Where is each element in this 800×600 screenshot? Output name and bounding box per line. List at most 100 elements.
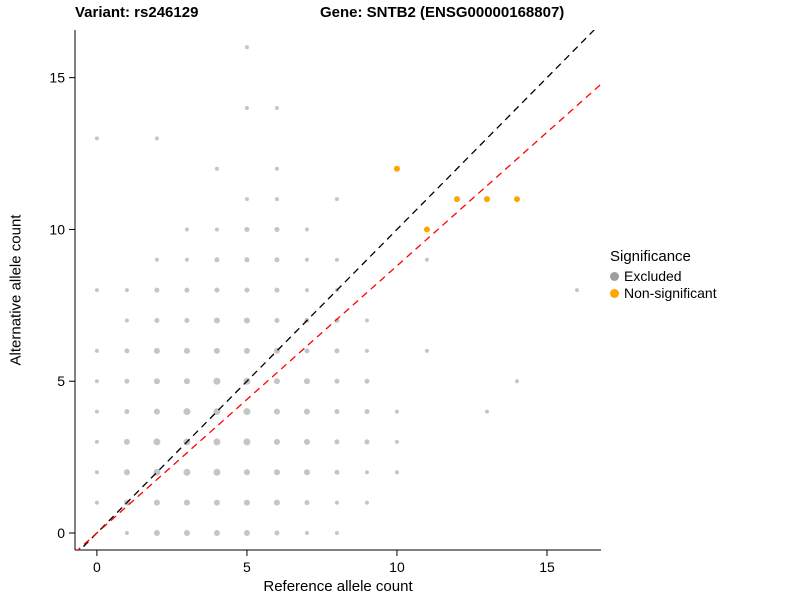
data-point-excluded xyxy=(153,530,160,537)
data-point-excluded xyxy=(123,469,130,476)
data-point-excluded xyxy=(334,257,339,262)
legend-entry-excluded: Excluded xyxy=(610,268,717,284)
data-point-excluded xyxy=(244,197,249,202)
data-point-excluded xyxy=(304,288,309,293)
data-point-excluded xyxy=(303,378,310,385)
data-point-excluded xyxy=(364,409,370,415)
data-point-excluded xyxy=(274,226,280,232)
data-point-excluded xyxy=(274,166,279,171)
data-point-excluded xyxy=(424,348,429,353)
data-point-non-significant xyxy=(483,196,490,203)
data-point-excluded xyxy=(213,499,220,506)
data-point-excluded xyxy=(243,408,251,416)
data-point-excluded xyxy=(334,318,340,324)
data-point-excluded xyxy=(274,106,279,111)
data-point-excluded xyxy=(94,409,99,414)
data-point-excluded xyxy=(243,499,250,506)
legend: Significance Excluded Non-significant xyxy=(610,248,717,302)
data-point-excluded xyxy=(124,288,129,293)
data-point-excluded xyxy=(154,136,159,141)
data-point-excluded xyxy=(213,317,220,324)
data-point-excluded xyxy=(213,347,220,354)
data-point-non-significant xyxy=(453,196,460,203)
data-point-excluded xyxy=(244,106,249,111)
data-point-excluded xyxy=(243,469,250,476)
data-point-excluded xyxy=(153,347,160,354)
data-point-excluded xyxy=(124,409,130,415)
legend-title: Significance xyxy=(610,248,691,265)
data-point-excluded xyxy=(243,530,250,537)
data-point-excluded xyxy=(154,257,159,262)
data-point-excluded xyxy=(183,408,191,416)
data-point-excluded xyxy=(183,378,190,385)
x-tick-label: 5 xyxy=(243,559,251,575)
data-point-excluded xyxy=(334,439,340,445)
data-point-excluded xyxy=(303,469,310,476)
data-point-excluded xyxy=(94,470,99,475)
data-point-excluded xyxy=(94,500,99,505)
data-point-excluded xyxy=(364,500,369,505)
y-tick-label: 15 xyxy=(49,70,65,86)
data-point-excluded xyxy=(153,438,161,446)
data-point-excluded xyxy=(213,438,221,446)
legend-entry-label: Non-significant xyxy=(624,285,717,301)
data-point-excluded xyxy=(334,378,340,384)
data-point-excluded xyxy=(364,318,369,323)
data-point-excluded xyxy=(124,318,129,323)
data-point-excluded xyxy=(153,408,160,415)
data-point-excluded xyxy=(94,439,99,444)
y-tick-label: 10 xyxy=(49,221,65,237)
data-point-excluded xyxy=(274,257,280,263)
x-tick-label: 15 xyxy=(539,559,555,575)
data-point-excluded xyxy=(214,287,220,293)
excluded-dot-icon xyxy=(610,271,619,281)
data-point-excluded xyxy=(394,470,399,475)
data-point-excluded xyxy=(244,287,250,293)
y-tick-label: 0 xyxy=(57,525,65,541)
data-point-excluded xyxy=(514,379,519,384)
data-point-excluded xyxy=(243,347,250,354)
data-point-excluded xyxy=(304,257,309,262)
data-point-excluded xyxy=(213,377,221,385)
data-point-excluded xyxy=(183,530,190,537)
data-point-excluded xyxy=(334,531,339,536)
data-point-excluded xyxy=(274,197,279,202)
data-point-excluded xyxy=(334,197,339,202)
data-point-excluded xyxy=(94,288,99,293)
x-tick-label: 0 xyxy=(93,559,101,575)
x-axis-label: Reference allele count xyxy=(263,578,413,595)
data-point-excluded xyxy=(273,378,280,385)
data-point-excluded xyxy=(184,227,189,232)
data-point-excluded xyxy=(94,136,99,141)
data-point-excluded xyxy=(364,470,369,475)
data-point-excluded xyxy=(184,257,189,262)
data-point-excluded xyxy=(364,378,370,384)
data-point-excluded xyxy=(274,287,280,293)
legend-entry-label: Excluded xyxy=(624,268,682,284)
data-point-excluded xyxy=(273,408,280,415)
data-point-excluded xyxy=(304,348,310,354)
data-point-non-significant xyxy=(423,226,430,233)
identity-line xyxy=(79,30,596,550)
page-title-variant: Variant: rs246129 xyxy=(75,4,199,21)
data-point-excluded xyxy=(303,438,310,445)
data-point-excluded xyxy=(124,378,130,384)
data-point-excluded xyxy=(244,226,250,232)
expected-ratio-line xyxy=(76,83,601,550)
data-point-excluded xyxy=(304,531,309,536)
data-point-excluded xyxy=(304,227,309,232)
data-point-excluded xyxy=(214,257,220,263)
data-point-non-significant xyxy=(393,165,400,172)
data-point-excluded xyxy=(183,468,191,476)
data-point-excluded xyxy=(124,531,129,536)
data-point-excluded xyxy=(214,166,219,171)
data-point-excluded xyxy=(94,379,99,384)
data-point-excluded xyxy=(303,408,310,415)
data-point-excluded xyxy=(274,318,280,324)
data-point-excluded xyxy=(424,257,429,262)
data-point-excluded xyxy=(364,439,370,445)
y-tick-label: 5 xyxy=(57,373,65,389)
data-point-excluded xyxy=(184,287,190,293)
